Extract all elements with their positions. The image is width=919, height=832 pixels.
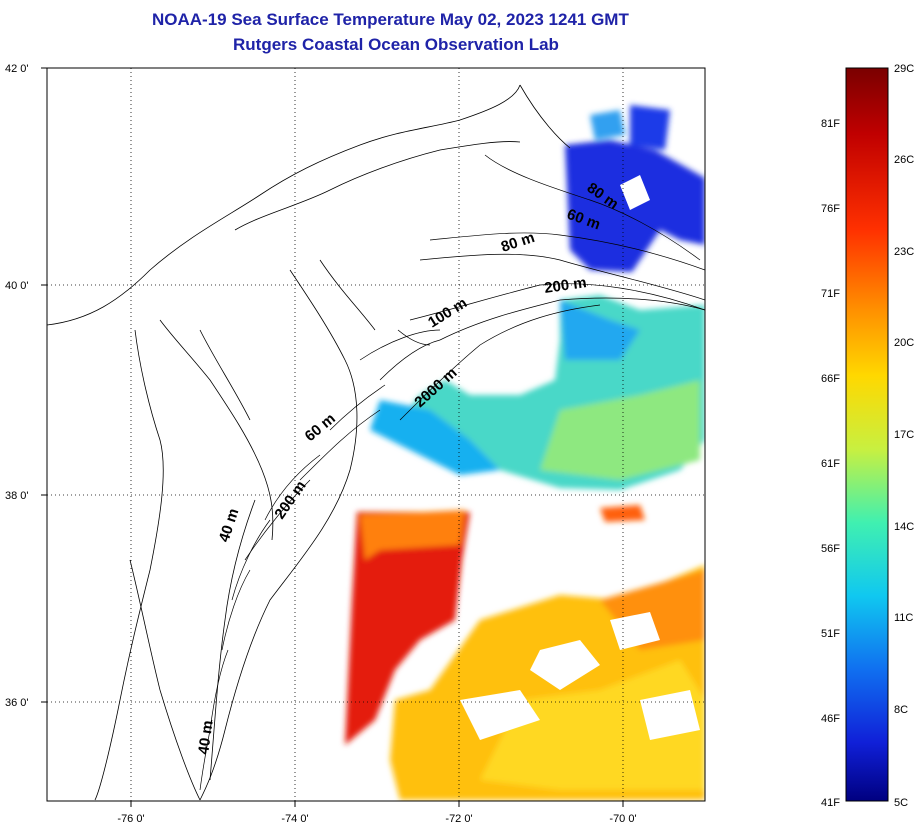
fahrenheit-label: 46F	[821, 713, 840, 725]
celsius-label: 29C	[894, 63, 914, 75]
contour-label: 40 m	[195, 719, 217, 755]
fahrenheit-label: 56F	[821, 543, 840, 555]
fahrenheit-label: 41F	[821, 797, 840, 809]
celsius-label: 17C	[894, 429, 914, 441]
fahrenheit-label: 71F	[821, 288, 840, 300]
lon-tick-label: -76 0'	[117, 813, 144, 825]
coastline	[47, 84, 571, 801]
map-title: NOAA-19 Sea Surface Temperature May 02, …	[152, 10, 629, 29]
celsius-label: 26C	[894, 154, 914, 166]
isobaths	[199, 154, 705, 791]
celsius-label: 23C	[894, 246, 914, 258]
celsius-label: 5C	[894, 797, 908, 809]
colorbar-celsius-labels: 29C 26C 23C 20C 17C 14C 11C 8C 5C	[894, 63, 914, 809]
lat-tick-label: 40 0'	[5, 280, 29, 292]
lat-tick-label: 36 0'	[5, 697, 29, 709]
map-subtitle: Rutgers Coastal Ocean Observation Lab	[233, 35, 559, 54]
lon-tick-label: -70 0'	[609, 813, 636, 825]
celsius-label: 8C	[894, 704, 908, 716]
fahrenheit-label: 51F	[821, 628, 840, 640]
latitude-labels: 42 0' 40 0' 38 0' 36 0'	[5, 63, 29, 709]
longitude-labels: -76 0' -74 0' -72 0' -70 0'	[117, 813, 636, 825]
fahrenheit-label: 81F	[821, 118, 840, 130]
sst-patches	[345, 105, 705, 800]
contour-label: 80 m	[499, 229, 537, 256]
lon-tick-label: -74 0'	[281, 813, 308, 825]
lat-tick-label: 38 0'	[5, 490, 29, 502]
fahrenheit-label: 76F	[821, 203, 840, 215]
fahrenheit-label: 61F	[821, 458, 840, 470]
contour-label: 100 m	[425, 294, 470, 331]
map-grid	[47, 68, 705, 801]
celsius-label: 14C	[894, 521, 914, 533]
map-frame	[46, 67, 706, 802]
contour-label: 40 m	[216, 506, 243, 544]
colorbar	[845, 67, 889, 802]
celsius-label: 20C	[894, 337, 914, 349]
tick-marks	[41, 67, 624, 807]
lat-tick-label: 42 0'	[5, 63, 29, 75]
contour-label: 200 m	[543, 274, 587, 297]
celsius-label: 11C	[894, 612, 913, 624]
colorbar-fahrenheit-labels: 81F 76F 71F 66F 61F 56F 51F 46F 41F	[821, 118, 840, 809]
fahrenheit-label: 66F	[821, 373, 840, 385]
lon-tick-label: -72 0'	[445, 813, 472, 825]
contour-label: 60 m	[302, 410, 339, 445]
